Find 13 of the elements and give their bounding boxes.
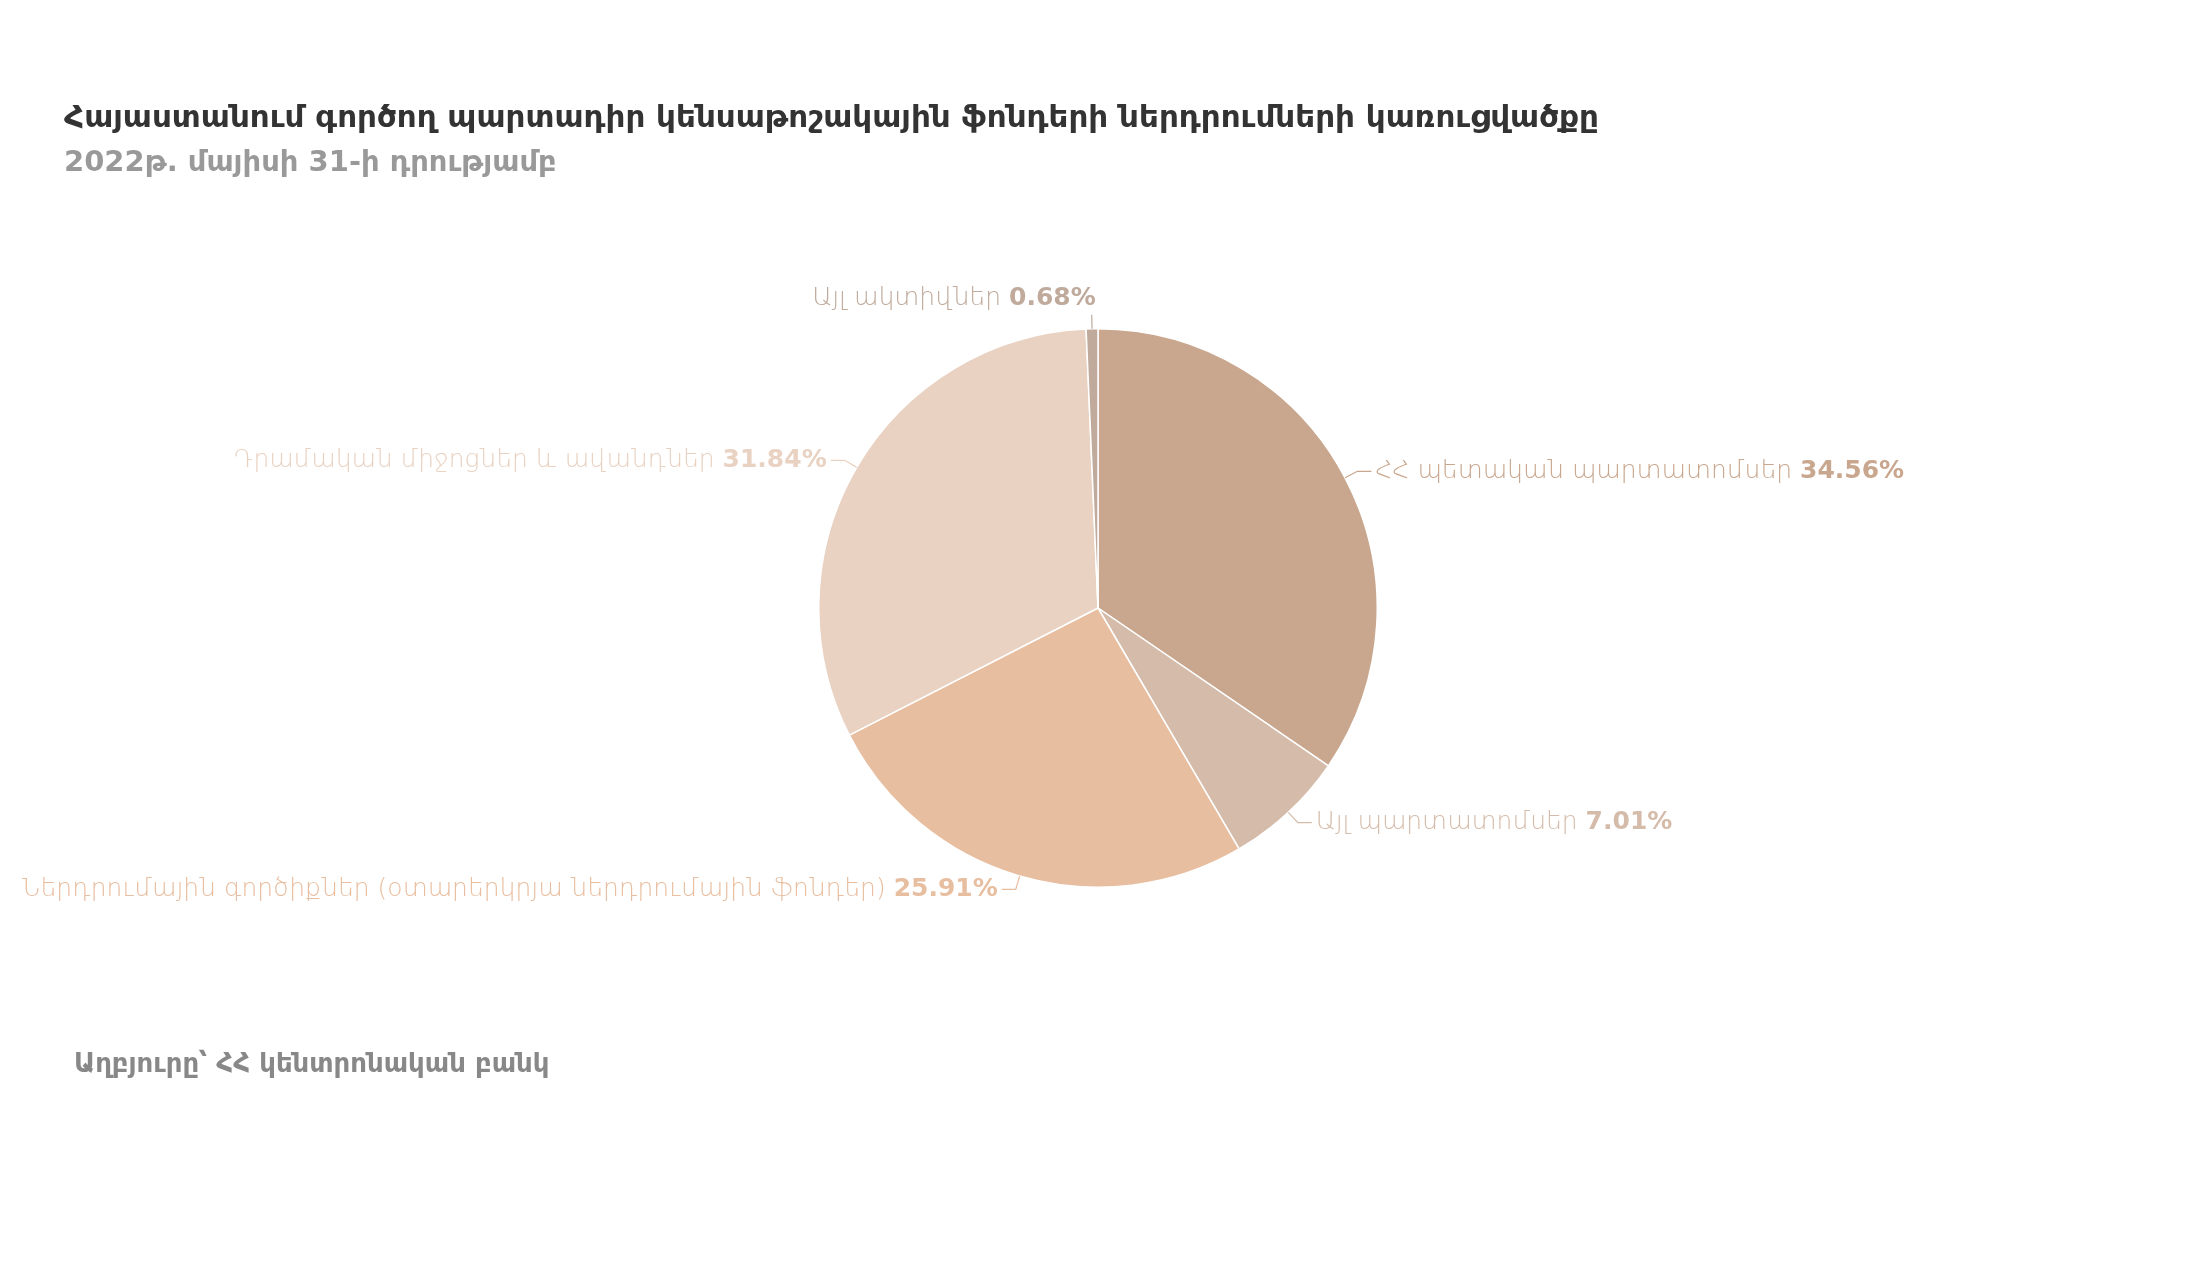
slice-label: Դրամական միջոցներ և ավանդներ <box>233 443 723 473</box>
chart-title: Հայաստանում գործող պարտադիր կենսաթոշակային ֆոնդերի ներդրումների կառուցվածքը <box>64 98 1600 134</box>
data-label: 0.68% <box>1009 282 1096 312</box>
slice-label: Այլ պարտատոմսեր <box>1315 806 1586 836</box>
data-label: 25.91% <box>893 872 998 902</box>
slice-label: Այլ ակտիվներ <box>812 282 1010 312</box>
chart-subtitle: 2022թ. մայիսի 31-ի դրությամբ <box>64 144 558 178</box>
data-label: 31.84% <box>722 443 827 473</box>
data-label: 34.56% <box>1800 454 1905 484</box>
text: Աղբյուրը՝ ՀՀ կենտրոնական բանկ <box>73 1047 551 1078</box>
slice-label: Ներդրումային գործիքներ (օտարերկրյա ներդրումային ֆոնդեր) <box>21 872 894 902</box>
data-label: 7.01% <box>1585 806 1673 836</box>
slice-label: ՀՀ պետական պարտատոմսեր <box>1375 454 1801 484</box>
